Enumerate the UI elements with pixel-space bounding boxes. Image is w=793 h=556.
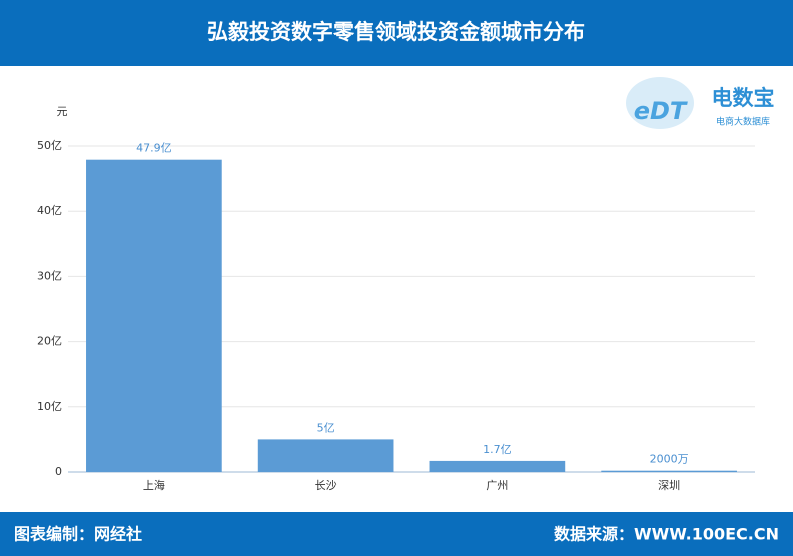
y-tick-label: 20亿 [37, 335, 62, 348]
y-axis-label: 元 [57, 105, 68, 118]
logo-cloud [626, 77, 694, 129]
y-tick-label: 0 [55, 465, 62, 478]
bar [257, 439, 394, 472]
footer-right: 数据来源：WWW.100EC.CN [554, 525, 779, 544]
value-label: 5亿 [317, 421, 335, 434]
y-tick-label: 10亿 [37, 400, 62, 413]
footer-left: 图表编制：网经社 [14, 525, 142, 544]
logo: eDT 电数宝 电商大数据库 [626, 77, 775, 129]
x-tick-label: 上海 [143, 478, 165, 492]
logo-tagline: 电商大数据库 [716, 116, 770, 128]
y-tick-label: 40亿 [37, 204, 62, 217]
value-label: 47.9亿 [136, 142, 172, 155]
logo-mark: eDT [634, 97, 688, 125]
y-tick-label: 50亿 [37, 139, 62, 152]
chart-title: 弘毅投资数字零售领域投资金额城市分布 [207, 20, 585, 44]
y-tick-label: 30亿 [37, 269, 62, 282]
value-label: 2000万 [650, 453, 689, 466]
header-bar [0, 0, 793, 66]
value-label: 1.7亿 [483, 443, 512, 456]
logo-name: 电数宝 [712, 86, 775, 110]
x-tick-label: 深圳 [658, 479, 680, 492]
x-tick-label: 广州 [486, 479, 508, 492]
bar [429, 460, 566, 472]
bar [86, 159, 222, 472]
footer-bar [0, 512, 793, 556]
bar [601, 470, 737, 472]
x-tick-label: 长沙 [315, 479, 337, 492]
